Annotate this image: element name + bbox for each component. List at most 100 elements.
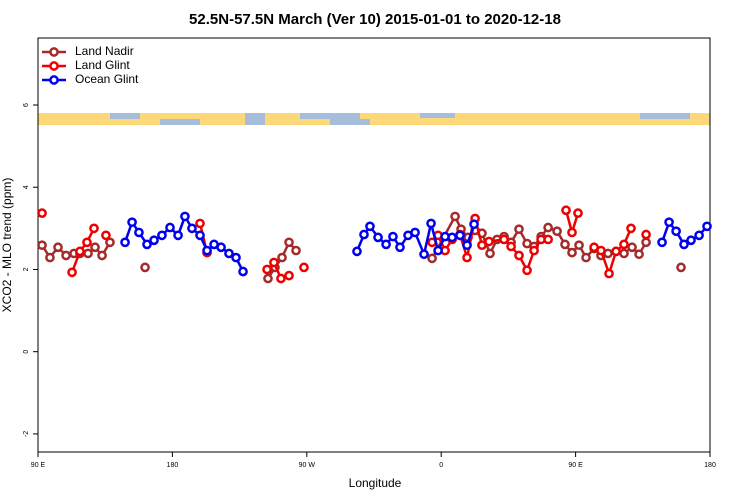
data-point: [619, 239, 629, 250]
data-point: [140, 262, 150, 273]
data-point: [543, 222, 553, 233]
data-point: [263, 273, 273, 284]
data-point: [596, 245, 606, 256]
data-point: [157, 230, 167, 241]
data-point: [83, 248, 93, 259]
data-point: [627, 242, 637, 253]
legend-label: Ocean Glint: [75, 72, 139, 86]
y-tick-label: -2: [23, 431, 30, 437]
data-point: [694, 230, 704, 241]
data-point: [224, 248, 234, 259]
data-point: [120, 237, 130, 248]
data-point: [574, 240, 584, 251]
y-tick-label: 4: [23, 185, 30, 189]
data-point: [679, 239, 689, 250]
data-point: [419, 249, 429, 260]
data-point: [105, 237, 115, 248]
data-point: [82, 237, 92, 248]
x-tick-label: 180: [167, 462, 179, 469]
x-tick-label: 90 E: [31, 462, 46, 469]
data-point: [195, 230, 205, 241]
data-point: [262, 264, 272, 275]
data-point: [567, 227, 577, 238]
data-point: [543, 234, 553, 245]
data-point: [657, 237, 667, 248]
data-point: [560, 239, 570, 250]
data-point: [395, 242, 405, 253]
legend-marker: [49, 61, 59, 71]
data-point: [447, 232, 457, 243]
data-point: [381, 239, 391, 250]
data-point: [277, 252, 287, 263]
data-point: [427, 253, 437, 264]
y-tick-label: 2: [23, 267, 30, 271]
y-tick-label: 0: [23, 350, 30, 354]
data-point: [284, 237, 294, 248]
data-point: [676, 262, 686, 273]
data-point: [686, 235, 696, 246]
data-point: [514, 224, 524, 235]
x-axis-label: Longitude: [349, 476, 402, 490]
data-point: [410, 227, 420, 238]
data-point: [365, 221, 375, 232]
data-point: [216, 242, 226, 253]
data-point: [231, 252, 241, 263]
legend-label: Land Nadir: [75, 44, 134, 58]
data-point: [671, 226, 681, 237]
legend-marker: [49, 47, 59, 57]
data-point: [149, 235, 159, 246]
data-point: [626, 223, 636, 234]
data-point: [522, 265, 532, 276]
data-point: [37, 240, 47, 251]
data-point: [284, 270, 294, 281]
data-point: [634, 249, 644, 260]
data-point: [45, 252, 55, 263]
data-point: [611, 246, 621, 257]
data-point: [195, 218, 205, 229]
data-point: [462, 240, 472, 251]
data-point: [477, 240, 487, 251]
plot-frame: [37, 37, 711, 453]
x-tick-label: 180: [704, 462, 716, 469]
data-point: [619, 248, 629, 259]
data-point: [359, 229, 369, 240]
legend-marker: [49, 75, 59, 85]
data-point: [291, 245, 301, 256]
data-point: [426, 218, 436, 229]
data-point: [127, 217, 137, 228]
data-point: [702, 221, 712, 232]
data-point: [485, 248, 495, 259]
data-point: [67, 267, 77, 278]
data-point: [276, 273, 286, 284]
series-line: [42, 216, 681, 278]
data-point: [187, 223, 197, 234]
data-point: [514, 250, 524, 261]
map-strip: [38, 113, 710, 125]
data-point: [89, 223, 99, 234]
chart-title: 52.5N-57.5N March (Ver 10) 2015-01-01 to…: [189, 11, 561, 28]
data-point: [641, 237, 651, 248]
data-point: [664, 217, 674, 228]
legend-label: Land Glint: [75, 58, 130, 72]
data-point: [352, 246, 362, 257]
data-point: [506, 241, 516, 252]
y-tick-label: 6: [23, 103, 30, 107]
data-point: [373, 232, 383, 243]
data-point: [581, 252, 591, 263]
data-point: [75, 246, 85, 257]
x-tick-label: 90 E: [568, 462, 583, 469]
data-point: [37, 208, 47, 218]
data-point: [604, 268, 614, 279]
data-point: [165, 222, 175, 233]
data-point: [499, 234, 509, 245]
data-point: [238, 266, 248, 277]
data-point: [299, 262, 309, 273]
y-axis-label: XCO2 - MLO trend (ppm): [0, 178, 14, 313]
data-point: [61, 250, 71, 261]
data-point: [567, 247, 577, 258]
data-point: [388, 231, 398, 242]
data-point: [455, 230, 465, 241]
data-point: [142, 239, 152, 250]
data-point: [101, 230, 111, 241]
